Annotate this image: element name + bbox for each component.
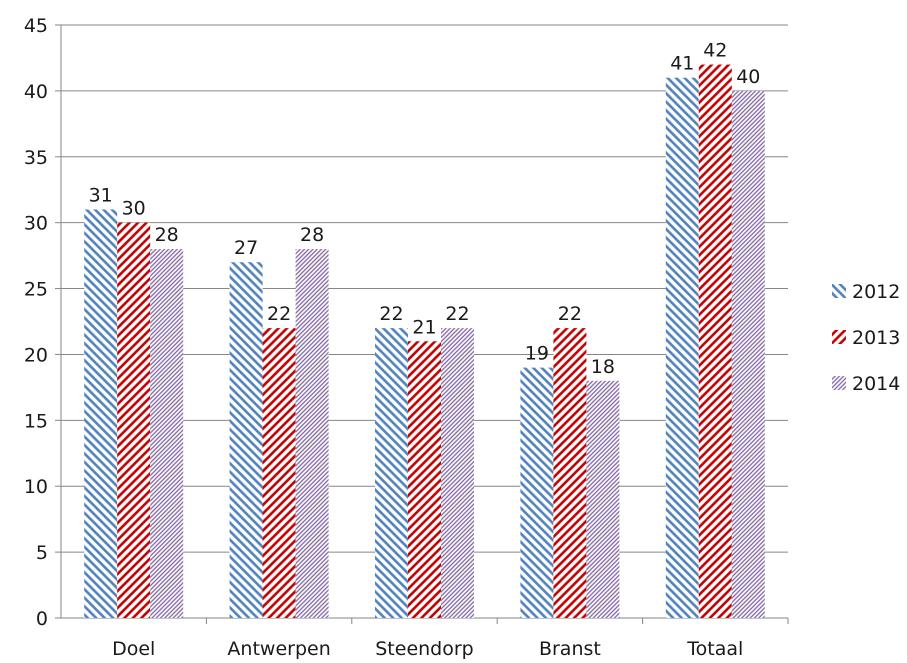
bar-2013-branst — [553, 328, 587, 618]
y-tick-label: 40 — [24, 81, 48, 103]
data-label: 28 — [155, 224, 179, 246]
data-label: 27 — [234, 237, 258, 259]
bar-2012-steendorp — [375, 328, 408, 618]
data-label: 18 — [591, 356, 615, 378]
x-category-label: Totaal — [686, 638, 743, 660]
data-label: 42 — [703, 40, 727, 62]
x-axis-category-labels: Doel Antwerpen Steendorp Branst Totaal — [112, 638, 743, 660]
y-tick-label: 5 — [36, 542, 48, 564]
x-category-label: Branst — [539, 638, 601, 660]
bar-2012-totaal — [665, 77, 699, 618]
bar-2014-totaal — [731, 90, 765, 618]
data-label: 22 — [558, 303, 582, 325]
bar-2014-steendorp — [441, 328, 474, 618]
y-tick-label: 35 — [24, 147, 48, 169]
data-label: 30 — [122, 198, 146, 220]
data-labels: 31 30 28 27 22 28 22 21 22 19 22 18 41 42 40 — [89, 40, 761, 378]
y-tick-label: 20 — [24, 344, 48, 366]
data-label: 22 — [267, 303, 291, 325]
data-label: 31 — [89, 184, 113, 206]
data-label: 22 — [445, 303, 469, 325]
data-label: 28 — [300, 224, 324, 246]
y-axis-tick-labels: 0 5 10 15 20 25 30 35 40 45 — [24, 15, 48, 630]
y-tick-label: 0 — [36, 608, 48, 630]
bar-2014-doel — [150, 249, 184, 618]
bar-2013-doel — [117, 222, 151, 618]
bar-2014-antwerpen — [295, 249, 329, 618]
bar-2012-branst — [520, 367, 554, 618]
legend-label: 2014 — [852, 373, 900, 395]
legend-label: 2013 — [852, 327, 900, 349]
data-label: 41 — [670, 53, 694, 75]
x-category-label: Doel — [112, 638, 155, 660]
y-tick-label: 10 — [24, 476, 48, 498]
bar-2014-branst — [586, 380, 620, 618]
legend-swatch-2014 — [832, 376, 846, 390]
bar-2013-antwerpen — [262, 328, 296, 618]
data-label: 19 — [525, 343, 549, 365]
y-tick-label: 45 — [24, 15, 48, 37]
bar-2013-steendorp — [408, 341, 441, 618]
y-tick-label: 15 — [24, 410, 48, 432]
data-label: 22 — [379, 303, 403, 325]
bar-2012-antwerpen — [229, 262, 263, 618]
bar-2013-totaal — [698, 64, 732, 619]
y-tick-label: 30 — [24, 213, 48, 235]
x-category-label: Steendorp — [375, 638, 474, 660]
legend-swatch-2013 — [832, 330, 846, 344]
y-tick-label: 25 — [24, 279, 48, 301]
x-category-label: Antwerpen — [227, 638, 330, 660]
bar-2012-doel — [84, 209, 118, 618]
legend: 2012 2013 2014 — [832, 281, 900, 395]
legend-label: 2012 — [852, 281, 900, 303]
data-label: 21 — [412, 316, 436, 338]
data-label: 40 — [736, 66, 760, 88]
bars — [84, 64, 765, 619]
legend-swatch-2012 — [832, 284, 846, 298]
